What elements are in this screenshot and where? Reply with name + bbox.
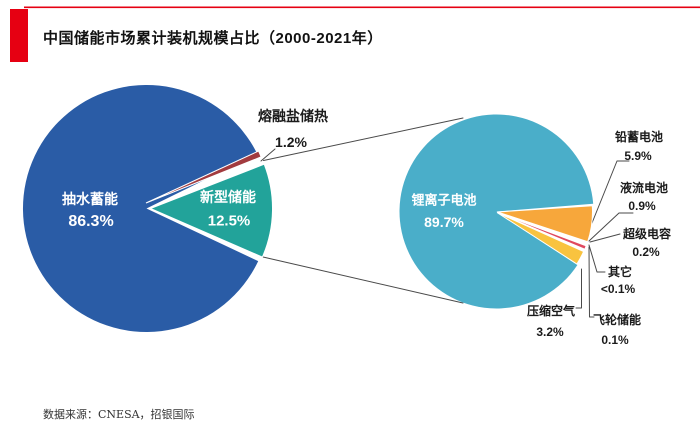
data-source: 数据来源：CNESA，招银国际 [43,408,195,421]
pumped-hydro-slice [22,84,259,332]
callout-line-flywheel [588,246,595,318]
new-storage-slice [149,163,273,258]
lead-acid-value: 5.9% [624,149,652,163]
callout-line-lead-acid [591,160,630,224]
molten-salt-value: 1.2% [275,134,307,150]
callout-line-flow-battery [588,212,634,242]
compressed-air-slice [496,212,585,265]
flow-battery-slice [497,212,587,250]
callout-line-other [588,244,606,273]
li-ion-value: 89.7% [424,214,464,230]
li-ion-label: 锂离子电池 [411,192,477,208]
callout-lines [260,117,634,318]
title-accent-line [24,6,700,9]
pumped-hydro-value: 86.3% [68,213,114,230]
chart-title: 中国储能市场累计装机规模占比（2000-2021年） [43,30,383,47]
molten-salt-label: 熔融盐储热 [258,108,328,124]
callout-line-supercapacitor [589,233,621,243]
callout-line-molten-salt [260,148,276,162]
flywheel-label: 飞轮储能 [592,313,642,327]
li-ion-slice [399,114,594,309]
lead-acid-label: 铅蓄电池 [614,130,664,144]
molten-salt-slice [145,150,262,204]
compressed-air-value: 3.2% [536,325,564,339]
other-value: <0.1% [600,282,636,296]
pumped-hydro-label: 抽水蓄能 [62,191,118,207]
supercapacitor-label: 超级电容 [622,227,672,241]
pie-connector-line-top [263,117,464,161]
compressed-air-label: 压缩空气 [526,304,576,318]
flow-battery-value: 0.9% [628,199,656,213]
flywheel-value: 0.1% [601,333,629,347]
title-accent-block [10,9,28,62]
new-storage-value: 12.5% [207,212,251,230]
flow-battery-label: 液流电池 [619,181,669,195]
pie-connector-line-bottom [262,256,464,304]
supercapacitor-value: 0.2% [632,245,660,259]
other-label: 其它 [607,265,633,279]
callout-line-compressed-air [575,268,582,309]
new-storage-label: 新型储能 [200,189,256,205]
lead-acid-slice [497,205,593,243]
